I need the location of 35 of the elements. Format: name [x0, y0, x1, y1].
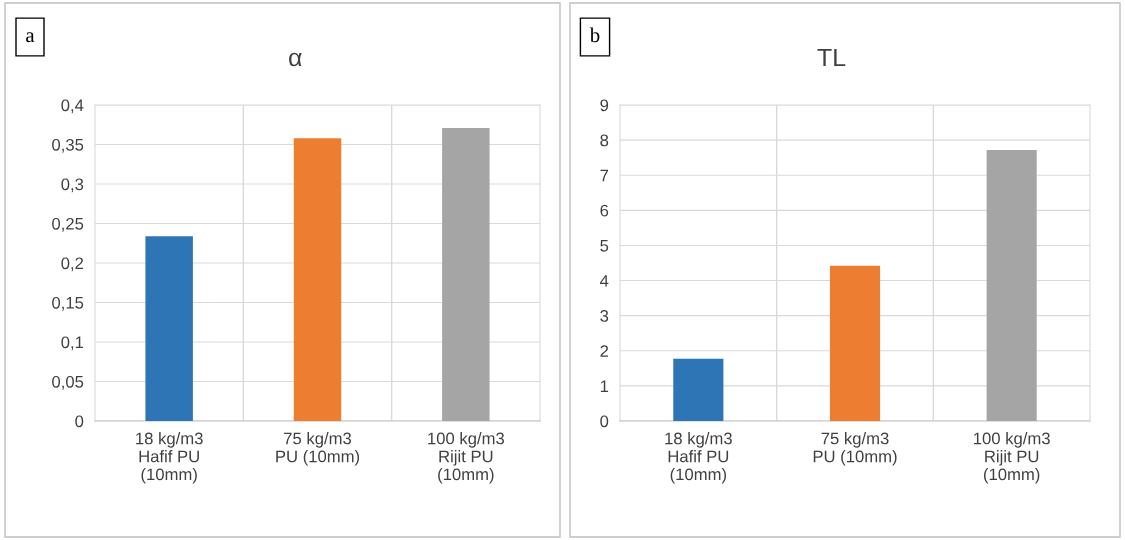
text: a — [26, 32, 35, 43]
text: b — [589, 27, 600, 43]
y-tick-label: 2 — [600, 345, 609, 357]
y-tick-label: 0,15 — [52, 296, 84, 311]
y-tick-label: 5 — [600, 240, 609, 252]
x-tick-label: 18 kg/m3 Hafif PU (10mm) — [136, 432, 203, 484]
y-tick-label: 0,1 — [61, 336, 84, 351]
y-tick-label: 0,35 — [52, 138, 84, 153]
y-tick-label: 4 — [600, 275, 609, 287]
y-tick-label: 0 — [600, 415, 609, 428]
y-tick-label: 9 — [600, 99, 609, 112]
x-tick-label: 18 kg/m3 Hafif PU (10mm) — [665, 432, 732, 484]
y-tick-label: 8 — [600, 134, 609, 147]
y-tick-label: 0,25 — [52, 217, 84, 232]
y-tick-label: 0,2 — [61, 257, 84, 272]
y-tick-label: 3 — [600, 310, 609, 322]
chart-title: α — [289, 52, 302, 67]
y-tick-label: 7 — [600, 169, 609, 182]
y-tick-label: 1 — [600, 380, 609, 392]
bar — [145, 236, 193, 421]
x-tick-label: 75 kg/m3 PU (10mm) — [813, 432, 897, 466]
chart-title: TL — [817, 48, 846, 67]
y-tick-label: 0,05 — [52, 375, 84, 390]
bar — [293, 138, 342, 421]
y-tick-label: 0,3 — [61, 178, 84, 193]
x-tick-label: 100 kg/m3 Rijit PU (10mm) — [428, 432, 505, 484]
y-tick-label: 0,4 — [61, 99, 84, 114]
y-tick-label: 0 — [75, 415, 84, 428]
x-tick-label: 75 kg/m3 PU (10mm) — [276, 432, 360, 466]
bar — [986, 149, 1037, 421]
bar — [673, 358, 724, 421]
y-tick-label: 6 — [600, 204, 609, 217]
x-tick-label: 100 kg/m3 Rijit PU (10mm) — [974, 432, 1050, 484]
bar — [442, 127, 490, 421]
bar — [829, 265, 881, 421]
